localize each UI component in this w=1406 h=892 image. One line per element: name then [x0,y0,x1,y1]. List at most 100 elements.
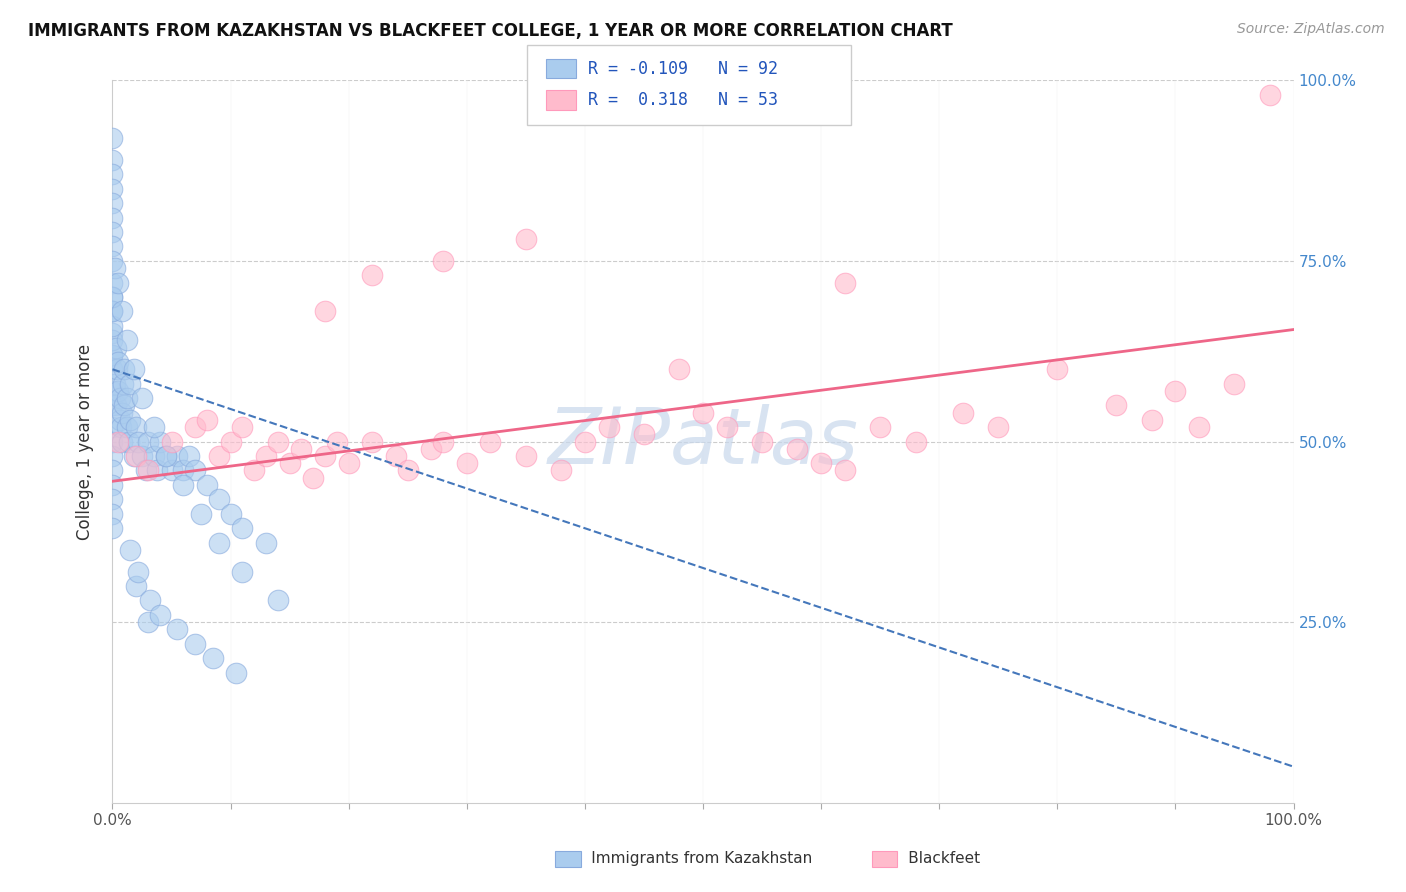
Point [149,607,172,622]
Point [101,326,124,340]
Point [146,463,169,477]
Point [208,535,231,549]
Point [278,456,301,470]
Point [105,398,128,412]
Point [219,507,242,521]
Point [101,420,124,434]
Point [131,449,153,463]
Point [101,225,124,239]
Point [108,391,131,405]
Point [201,651,224,665]
Point [105,362,128,376]
Point [208,449,231,463]
Point [479,434,502,449]
Point [101,348,124,362]
Point [184,463,207,477]
Point [231,565,253,579]
Point [101,334,124,348]
Point [101,362,124,376]
Point [105,341,128,355]
Point [160,463,183,477]
Point [101,239,124,253]
Point [254,535,277,549]
Point [225,665,247,680]
Point [834,276,856,290]
Point [166,449,188,463]
Point [987,420,1010,434]
Point [515,232,537,246]
Point [155,449,177,463]
Point [110,420,132,434]
Point [111,304,134,318]
Point [432,434,454,449]
Point [1105,398,1128,412]
Point [101,253,124,268]
Point [125,420,148,434]
Point [208,492,231,507]
Point [314,449,336,463]
Point [112,398,135,412]
Point [101,167,124,181]
Point [184,420,207,434]
Point [107,384,129,398]
Point [125,579,148,593]
Point [101,521,124,535]
Text: R = -0.109   N = 92: R = -0.109 N = 92 [588,60,778,78]
Point [231,521,253,535]
Point [131,391,153,405]
Point [107,355,129,369]
Y-axis label: College, 1 year or more: College, 1 year or more [76,343,94,540]
Point [172,463,194,477]
Point [101,434,124,449]
Point [231,420,253,434]
Point [574,434,596,449]
Point [243,463,266,477]
Point [190,507,212,521]
Text: R =  0.318   N = 53: R = 0.318 N = 53 [588,91,778,109]
Point [101,384,124,398]
Point [112,376,135,391]
Point [122,449,145,463]
Text: Immigrants from Kazakhstan: Immigrants from Kazakhstan [562,851,813,865]
Point [101,182,124,196]
Point [107,276,129,290]
Point [111,406,134,420]
Point [101,348,124,362]
Point [135,463,157,477]
Point [420,442,443,456]
Point [290,442,312,456]
Point [125,449,148,463]
Point [1223,376,1246,391]
Point [120,376,142,391]
Point [1046,362,1069,376]
Point [314,304,336,318]
Point [115,391,138,405]
Text: ZIPatlas: ZIPatlas [547,403,859,480]
Point [120,542,142,557]
Point [633,427,655,442]
Point [115,334,138,348]
Point [179,449,201,463]
Point [326,434,349,449]
Point [101,304,124,318]
Point [1140,413,1163,427]
Point [101,290,124,304]
Point [550,463,572,477]
Point [184,637,207,651]
Point [136,615,159,630]
Point [195,413,218,427]
Point [1258,87,1281,102]
Point [254,449,277,463]
Point [396,463,419,477]
Point [112,362,135,376]
Point [142,449,165,463]
Point [456,456,478,470]
Point [952,406,974,420]
Point [127,434,149,449]
Point [101,398,124,412]
Point [101,131,124,145]
Point [118,434,141,449]
Point [869,420,891,434]
Point [716,420,738,434]
Point [1164,384,1187,398]
